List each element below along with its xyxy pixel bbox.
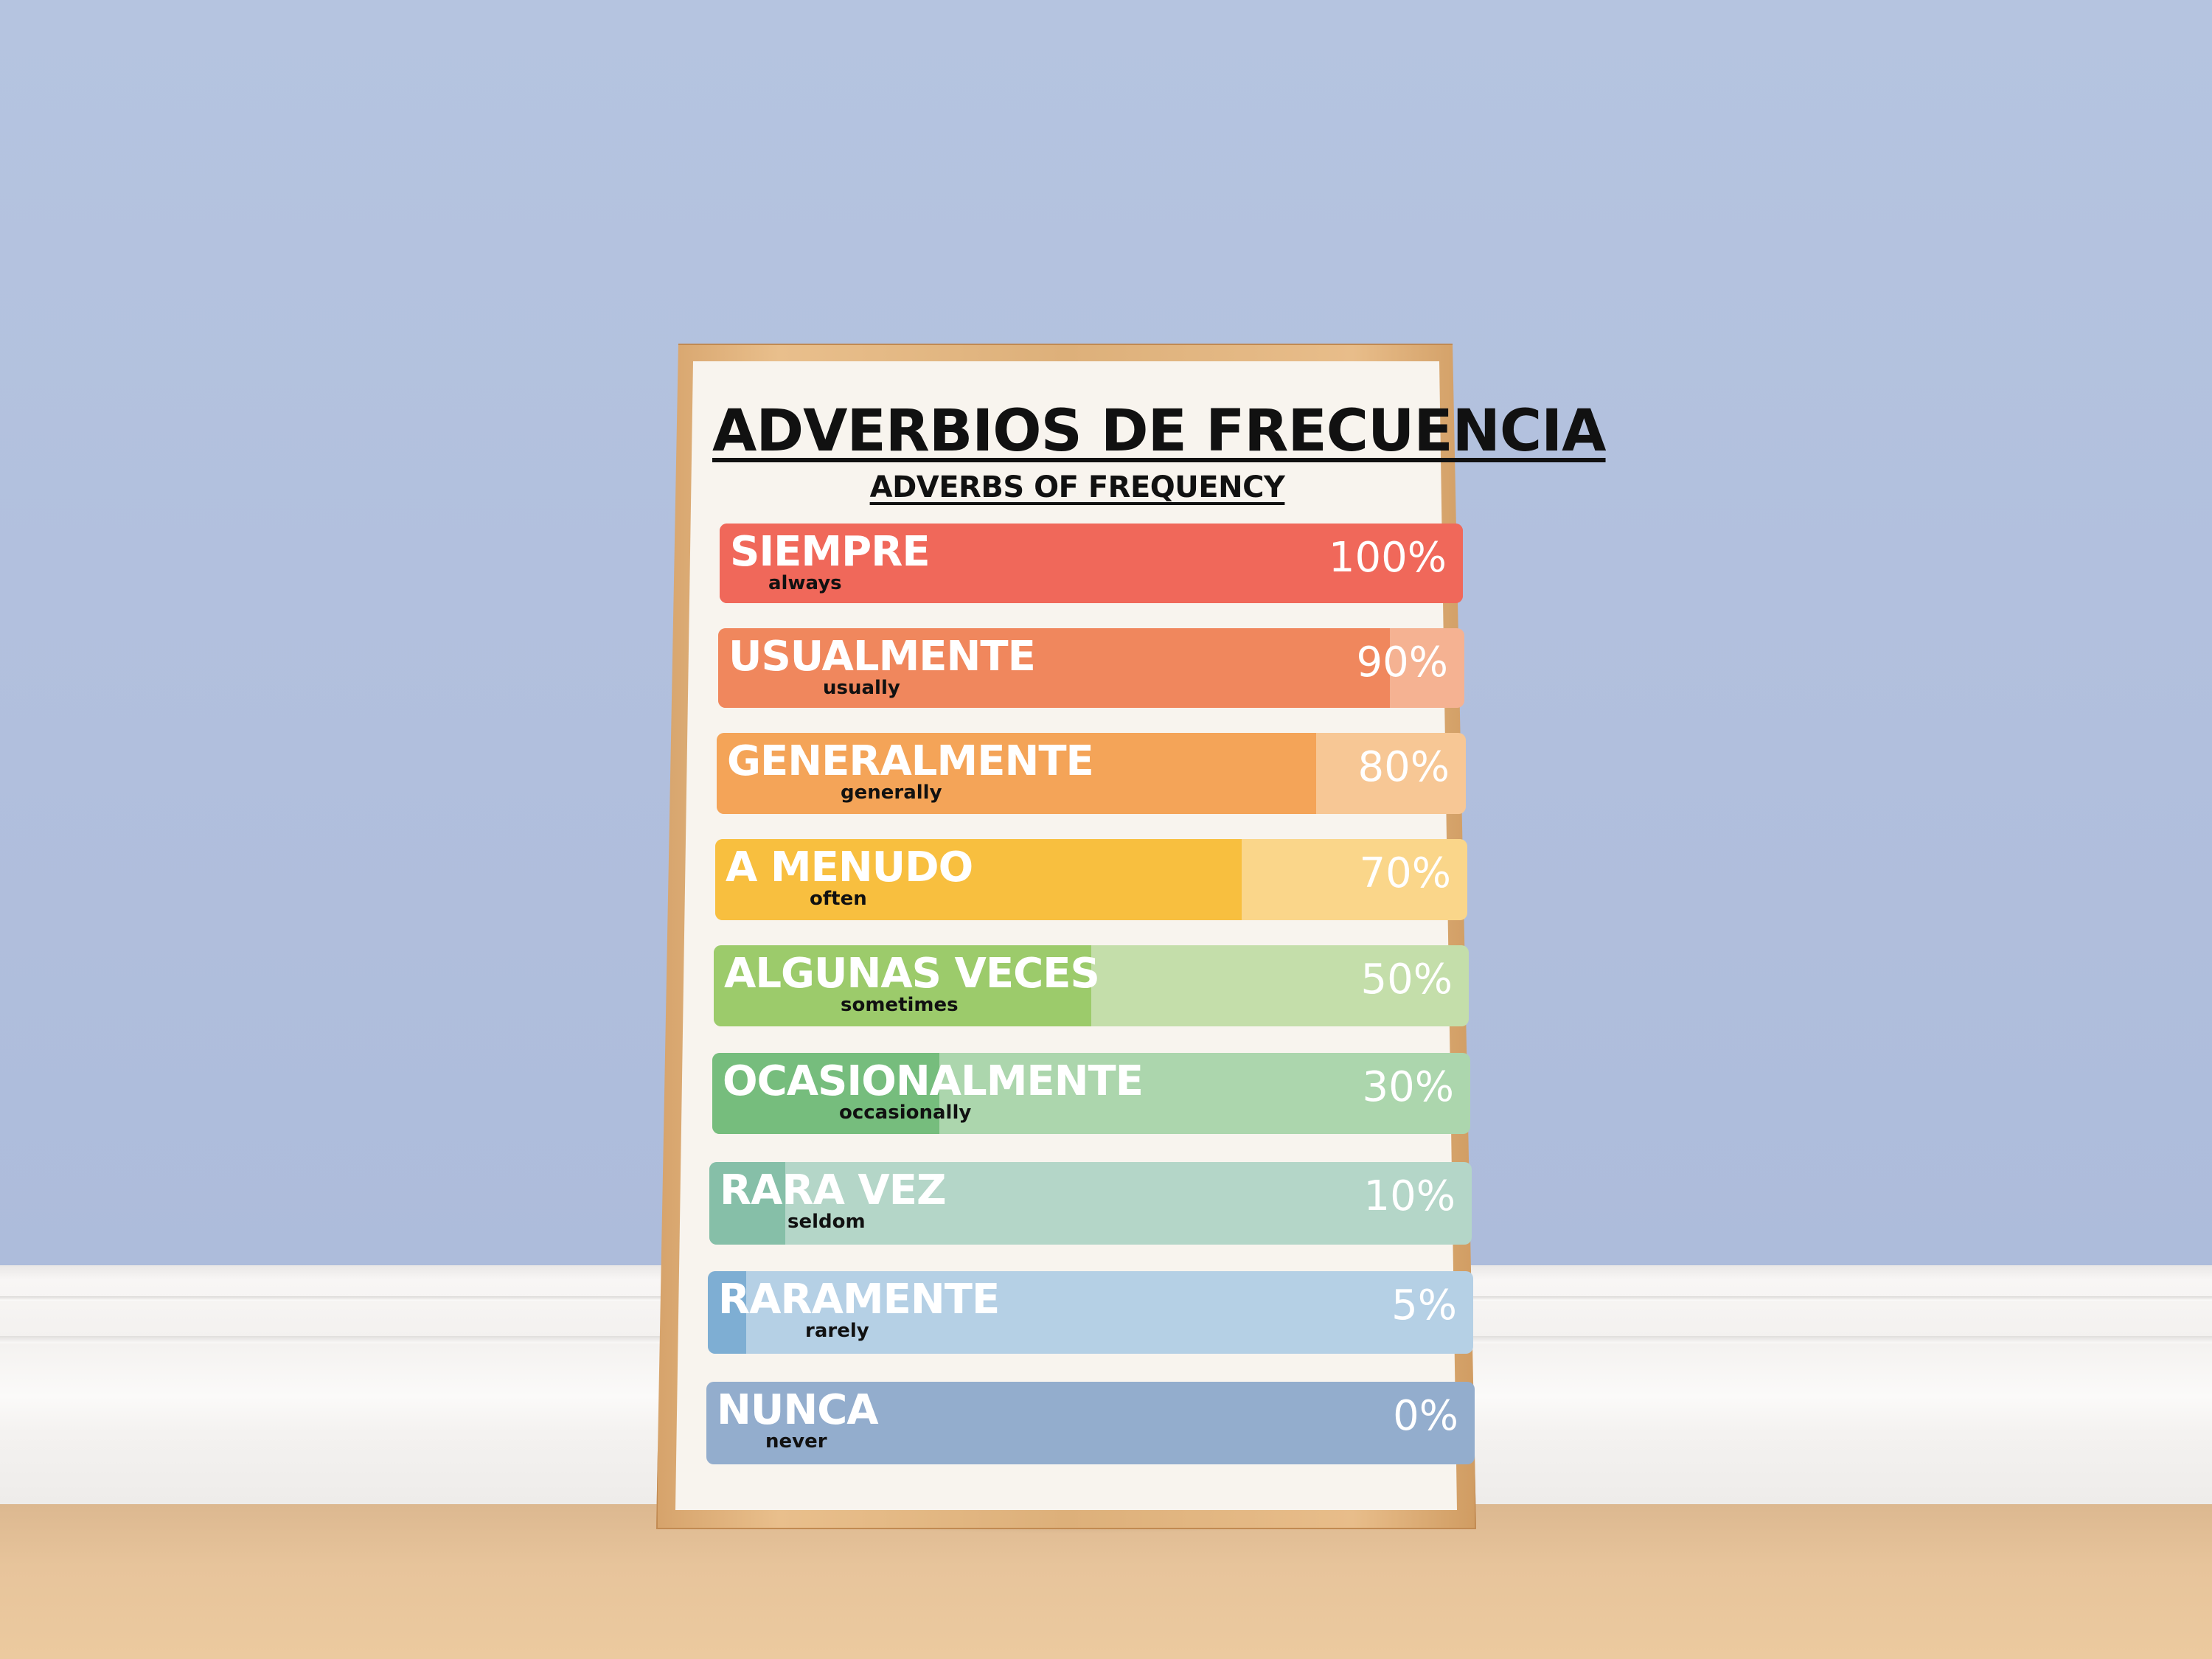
frequency-percent: 90% [1356, 639, 1448, 686]
spanish-adverb: OCASIONALMENTE [723, 1057, 1144, 1105]
english-translation: occasionally [839, 1102, 972, 1124]
english-translation: generally [841, 782, 942, 804]
english-translation: never [765, 1430, 827, 1453]
spanish-adverb: ALGUNAS VECES [724, 950, 1100, 998]
frequency-percent: 70% [1359, 849, 1451, 897]
frequency-fill [714, 945, 1091, 1026]
frequency-percent: 5% [1391, 1281, 1457, 1329]
spanish-adverb: A MENUDO [726, 844, 973, 891]
frequency-fill [709, 1162, 786, 1245]
spanish-adverb: RARAMENTE [718, 1276, 1000, 1324]
english-translation: sometimes [841, 994, 959, 1016]
frequency-percent: 0% [1393, 1392, 1458, 1440]
frequency-percent: 100% [1328, 534, 1447, 582]
poster-title: ADVERBIOS DE FRECUENCIA [712, 398, 1607, 465]
frequency-percent: 30% [1362, 1063, 1454, 1111]
frequency-percent: 80% [1357, 743, 1450, 791]
english-translation: usually [823, 677, 900, 699]
spanish-adverb: NUNCA [717, 1386, 879, 1434]
frequency-percent: 10% [1363, 1172, 1455, 1220]
spanish-adverb: SIEMPRE [730, 528, 931, 576]
english-translation: always [768, 572, 842, 594]
english-translation: often [810, 888, 867, 910]
frequency-row-a-menudo: A MENUDO often 70% [715, 839, 1467, 920]
frequency-row-siempre: SIEMPRE always 100% [720, 524, 1463, 603]
spanish-adverb: RARA VEZ [720, 1166, 947, 1214]
frequency-fill [712, 1053, 940, 1134]
wood-floor [0, 1504, 2212, 1659]
spanish-adverb: USUALMENTE [728, 633, 1036, 681]
frequency-fill [720, 524, 1463, 603]
poster-subtitle: ADVERBS OF FREQUENCY [869, 470, 1285, 504]
spanish-adverb: GENERALMENTE [727, 737, 1094, 785]
english-translation: rarely [805, 1320, 869, 1342]
frequency-fill [718, 628, 1390, 708]
frequency-row-algunas-veces: ALGUNAS VECES sometimes 50% [714, 945, 1469, 1026]
frequency-row-nunca: NUNCA never 0% [706, 1382, 1475, 1464]
frequency-fill [715, 839, 1242, 920]
frequency-row-raramente: RARAMENTE rarely 5% [708, 1271, 1473, 1354]
frequency-row-usualmente: USUALMENTE usually 90% [718, 628, 1464, 708]
frequency-row-generalmente: GENERALMENTE generally 80% [717, 733, 1466, 814]
frequency-row-rara-vez: RARA VEZ seldom 10% [709, 1162, 1472, 1245]
frequency-percent: 50% [1360, 956, 1453, 1004]
frequency-row-ocasionalmente: OCASIONALMENTE occasionally 30% [712, 1053, 1470, 1134]
english-translation: seldom [787, 1211, 866, 1233]
frequency-fill [708, 1271, 746, 1354]
frequency-fill [717, 733, 1316, 814]
